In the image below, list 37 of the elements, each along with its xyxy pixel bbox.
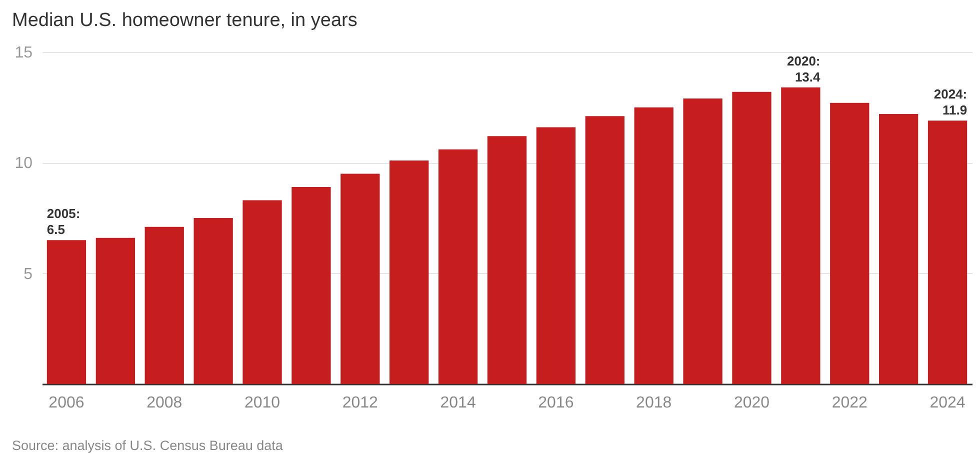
x-tick-label: 2016 (538, 394, 574, 412)
x-tick-label: 2014 (440, 394, 476, 412)
bar (194, 218, 233, 384)
bar (487, 136, 527, 384)
bar (781, 87, 820, 384)
y-tick-label: 10 (14, 155, 33, 172)
bar (928, 120, 968, 384)
bar (879, 114, 918, 384)
x-tick-label: 2024 (930, 394, 966, 412)
x-tick-label: 2012 (342, 394, 378, 412)
bar (438, 149, 478, 384)
x-tick-label: 2008 (146, 394, 182, 412)
x-tick-label: 2006 (48, 394, 84, 412)
x-tick-label: 2018 (636, 394, 672, 412)
bar (390, 160, 429, 384)
bar (585, 116, 624, 384)
bar (242, 200, 282, 384)
annotation: 2005: 6.5 (46, 206, 80, 238)
source-note: Source: analysis of U.S. Census Bureau data (12, 438, 284, 453)
x-tick-label: 2010 (244, 394, 280, 412)
x-tick-label: 2020 (734, 394, 770, 412)
bar (683, 98, 722, 384)
bar (830, 102, 870, 384)
bar (536, 127, 576, 384)
bar (732, 92, 772, 384)
chart-title: Median U.S. homeowner tenure, in years (12, 10, 358, 31)
bar (634, 107, 674, 384)
y-tick-label: 15 (14, 44, 33, 62)
annotation: 2024: 11.9 (934, 86, 968, 118)
y-tick-label: 5 (24, 266, 33, 283)
x-tick-label: 2022 (832, 394, 868, 412)
bar (46, 240, 86, 384)
bar (292, 187, 331, 384)
bar (340, 174, 380, 384)
annotation: 2020: 13.4 (787, 53, 822, 84)
bar (96, 238, 135, 384)
bar (144, 226, 184, 384)
